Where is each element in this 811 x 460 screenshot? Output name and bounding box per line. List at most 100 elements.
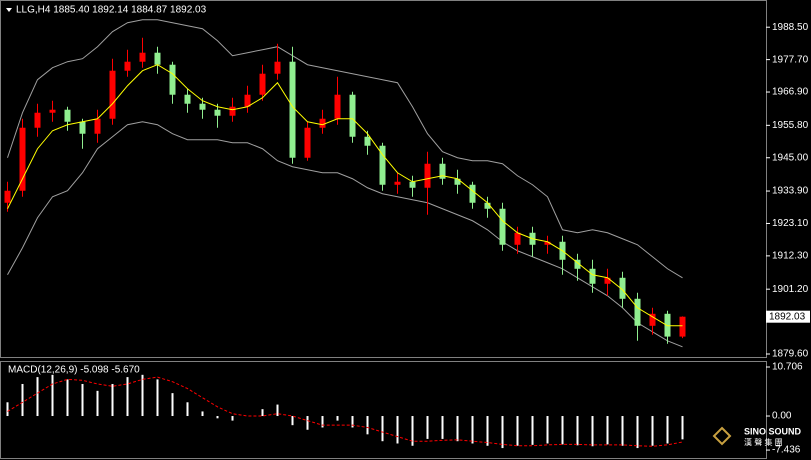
- candle-body: [124, 61, 131, 71]
- candle-body: [79, 121, 86, 134]
- macd-bar: [576, 416, 579, 446]
- macd-bar: [276, 404, 279, 417]
- macd-bar: [231, 416, 234, 421]
- bollinger-lower: [7, 121, 683, 348]
- candle-body: [484, 202, 491, 209]
- y-tick-label: 1988.50: [772, 22, 809, 33]
- macd-bar: [291, 416, 294, 426]
- macd-bar: [321, 416, 324, 428]
- candle-body: [169, 64, 176, 95]
- macd-bar: [141, 374, 144, 417]
- y-tick-label: 1933.90: [772, 186, 809, 197]
- logo-icon: [712, 426, 732, 446]
- candle-body: [379, 145, 386, 185]
- candle-body: [679, 316, 686, 337]
- candle-body: [604, 277, 611, 284]
- macd-bar: [516, 416, 519, 446]
- y-tick-label: -7.436: [772, 445, 801, 456]
- macd-bar: [126, 377, 129, 417]
- y-tick-label: 1945.00: [772, 152, 809, 163]
- candle-body: [349, 94, 356, 137]
- candle-body: [214, 109, 221, 116]
- macd-signal: [7, 376, 683, 447]
- moving-average: [7, 64, 683, 327]
- macd-bar: [621, 416, 624, 446]
- candle-body: [454, 178, 461, 185]
- menu-arrow: [6, 8, 12, 12]
- macd-bar: [201, 411, 204, 417]
- macd-bar: [336, 416, 339, 421]
- macd-bar: [441, 416, 444, 439]
- candle-body: [499, 208, 506, 245]
- macd-bar: [546, 416, 549, 444]
- macd-bar: [51, 374, 54, 417]
- candle-body: [364, 136, 371, 146]
- candle-body: [4, 190, 11, 203]
- candle-body: [589, 268, 596, 284]
- macd-bar: [96, 390, 99, 417]
- candle-body: [634, 298, 641, 326]
- candle-body: [649, 313, 656, 326]
- macd-bar: [381, 416, 384, 442]
- macd-bar: [636, 416, 639, 449]
- macd-bar: [36, 377, 39, 417]
- candle-body: [244, 94, 251, 107]
- y-tick-label: 1977.70: [772, 54, 809, 65]
- y-tick-label: 1912.30: [772, 251, 809, 262]
- macd-bar: [456, 416, 459, 442]
- candle-body: [274, 61, 281, 74]
- candle-body: [19, 127, 26, 191]
- bollinger-upper: [7, 19, 683, 279]
- y-tick-label: 1879.60: [772, 349, 809, 360]
- macd-bar: [366, 416, 369, 435]
- macd-bar: [156, 379, 159, 417]
- candle-body: [664, 313, 671, 337]
- main-panel-frame: [0, 0, 767, 358]
- candle-body: [49, 109, 56, 113]
- macd-bar: [666, 416, 669, 444]
- candle-body: [154, 52, 161, 65]
- y-tick-label: 1966.90: [772, 87, 809, 98]
- macd-bar: [261, 409, 264, 417]
- price-label-box: [766, 310, 810, 323]
- candle-body: [259, 73, 266, 95]
- macd-bar: [111, 383, 114, 417]
- macd-panel-frame: [0, 361, 767, 459]
- y-tick-label: 0.00: [772, 411, 792, 422]
- candle-body: [334, 94, 341, 119]
- candle-body: [409, 181, 416, 188]
- macd-bar: [531, 416, 534, 445]
- macd-bar: [81, 383, 84, 417]
- candle-body: [64, 109, 71, 122]
- candle-body: [424, 163, 431, 188]
- macd-bar: [171, 393, 174, 417]
- macd-bar: [561, 416, 564, 445]
- candle-body: [439, 163, 446, 179]
- macd-bar: [651, 416, 654, 446]
- macd-bar: [471, 416, 474, 444]
- candle-body: [574, 259, 581, 269]
- logo-subtitle: 漢 聲 集 團: [744, 437, 783, 447]
- candle-body: [514, 232, 521, 245]
- macd-bar: [216, 416, 219, 419]
- candle-body: [319, 118, 326, 128]
- macd-bar: [66, 379, 69, 417]
- y-tick-label: 1955.80: [772, 120, 809, 131]
- macd-title: MACD(12,26,9) -5.098 -5.670: [8, 365, 140, 376]
- macd-bar: [186, 402, 189, 417]
- macd-bar: [501, 416, 504, 449]
- candle-body: [304, 127, 311, 158]
- macd-bar: [606, 416, 609, 445]
- candle-body: [184, 94, 191, 104]
- y-tick-label: 1923.10: [772, 218, 809, 229]
- macd-bar: [681, 416, 684, 440]
- candle-body: [199, 103, 206, 110]
- macd-bar: [21, 383, 24, 417]
- candle-body: [544, 241, 551, 245]
- chart-title: LLG,H4 1885.40 1892.14 1884.87 1892.03: [16, 5, 207, 16]
- y-tick-label: 1901.20: [772, 284, 809, 295]
- price-label: 1892.03: [769, 311, 806, 322]
